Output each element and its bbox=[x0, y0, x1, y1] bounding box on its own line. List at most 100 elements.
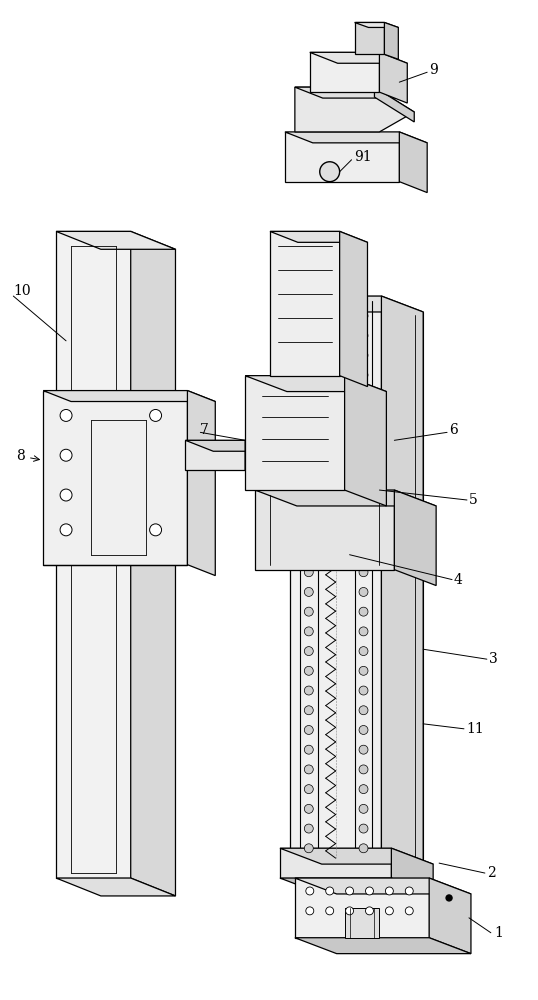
Polygon shape bbox=[345, 376, 386, 506]
Polygon shape bbox=[355, 22, 398, 27]
Circle shape bbox=[305, 351, 313, 360]
Polygon shape bbox=[295, 87, 414, 132]
Circle shape bbox=[359, 390, 368, 399]
Polygon shape bbox=[131, 231, 175, 896]
Polygon shape bbox=[310, 52, 407, 63]
Text: 1: 1 bbox=[494, 926, 502, 940]
Circle shape bbox=[385, 887, 393, 895]
Circle shape bbox=[325, 907, 334, 915]
Polygon shape bbox=[381, 296, 423, 884]
Circle shape bbox=[359, 528, 368, 537]
Polygon shape bbox=[245, 440, 273, 481]
Circle shape bbox=[305, 725, 313, 734]
Circle shape bbox=[305, 647, 313, 656]
Polygon shape bbox=[245, 376, 345, 490]
Polygon shape bbox=[295, 878, 471, 894]
Circle shape bbox=[359, 371, 368, 380]
Circle shape bbox=[305, 745, 313, 754]
Polygon shape bbox=[339, 231, 367, 387]
Circle shape bbox=[305, 804, 313, 813]
Polygon shape bbox=[43, 391, 187, 565]
Circle shape bbox=[359, 469, 368, 478]
Polygon shape bbox=[245, 376, 386, 392]
Circle shape bbox=[320, 162, 339, 182]
Circle shape bbox=[305, 509, 313, 518]
Circle shape bbox=[365, 887, 373, 895]
Circle shape bbox=[305, 765, 313, 774]
Polygon shape bbox=[43, 391, 215, 402]
Circle shape bbox=[305, 410, 313, 419]
Circle shape bbox=[359, 745, 368, 754]
Polygon shape bbox=[385, 22, 398, 59]
Polygon shape bbox=[270, 231, 367, 242]
Polygon shape bbox=[270, 231, 339, 376]
Circle shape bbox=[359, 449, 368, 458]
Polygon shape bbox=[290, 868, 423, 884]
Circle shape bbox=[359, 647, 368, 656]
Circle shape bbox=[359, 607, 368, 616]
Circle shape bbox=[359, 311, 368, 320]
Circle shape bbox=[359, 686, 368, 695]
Circle shape bbox=[405, 887, 413, 895]
Circle shape bbox=[305, 390, 313, 399]
Polygon shape bbox=[399, 132, 427, 193]
Circle shape bbox=[150, 409, 161, 421]
Circle shape bbox=[359, 844, 368, 853]
Circle shape bbox=[305, 568, 313, 577]
Circle shape bbox=[305, 548, 313, 557]
Text: 6: 6 bbox=[449, 423, 458, 437]
Text: 7: 7 bbox=[200, 423, 209, 437]
Circle shape bbox=[359, 351, 368, 360]
Polygon shape bbox=[379, 52, 407, 103]
Circle shape bbox=[359, 785, 368, 794]
Polygon shape bbox=[186, 440, 245, 470]
Polygon shape bbox=[290, 296, 423, 312]
Circle shape bbox=[325, 168, 334, 176]
Polygon shape bbox=[280, 878, 433, 894]
Circle shape bbox=[359, 725, 368, 734]
Text: 3: 3 bbox=[489, 652, 498, 666]
Circle shape bbox=[359, 489, 368, 498]
Circle shape bbox=[446, 895, 452, 901]
Polygon shape bbox=[56, 878, 175, 896]
Circle shape bbox=[305, 449, 313, 458]
Circle shape bbox=[305, 706, 313, 715]
Polygon shape bbox=[187, 391, 215, 576]
Circle shape bbox=[306, 887, 314, 895]
Polygon shape bbox=[56, 231, 175, 249]
Polygon shape bbox=[295, 878, 429, 938]
Polygon shape bbox=[391, 848, 433, 894]
Circle shape bbox=[345, 907, 353, 915]
Text: 11: 11 bbox=[466, 722, 484, 736]
Circle shape bbox=[385, 907, 393, 915]
Polygon shape bbox=[429, 878, 471, 954]
Polygon shape bbox=[394, 490, 436, 586]
Text: 91: 91 bbox=[355, 150, 372, 164]
Circle shape bbox=[359, 587, 368, 596]
Text: 4: 4 bbox=[454, 573, 463, 587]
Polygon shape bbox=[374, 87, 414, 122]
Circle shape bbox=[305, 528, 313, 537]
Polygon shape bbox=[285, 132, 399, 182]
Polygon shape bbox=[285, 132, 427, 143]
Circle shape bbox=[359, 568, 368, 577]
Polygon shape bbox=[290, 296, 381, 868]
Polygon shape bbox=[280, 848, 433, 864]
Circle shape bbox=[305, 469, 313, 478]
Circle shape bbox=[305, 844, 313, 853]
Polygon shape bbox=[310, 52, 379, 92]
Circle shape bbox=[359, 548, 368, 557]
Circle shape bbox=[359, 706, 368, 715]
Circle shape bbox=[305, 587, 313, 596]
Polygon shape bbox=[295, 938, 471, 954]
Circle shape bbox=[60, 524, 72, 536]
Circle shape bbox=[345, 887, 353, 895]
Circle shape bbox=[60, 449, 72, 461]
Circle shape bbox=[305, 607, 313, 616]
Circle shape bbox=[305, 371, 313, 380]
Polygon shape bbox=[255, 490, 436, 506]
Circle shape bbox=[305, 430, 313, 439]
Circle shape bbox=[82, 437, 89, 444]
Circle shape bbox=[359, 765, 368, 774]
Circle shape bbox=[359, 331, 368, 340]
